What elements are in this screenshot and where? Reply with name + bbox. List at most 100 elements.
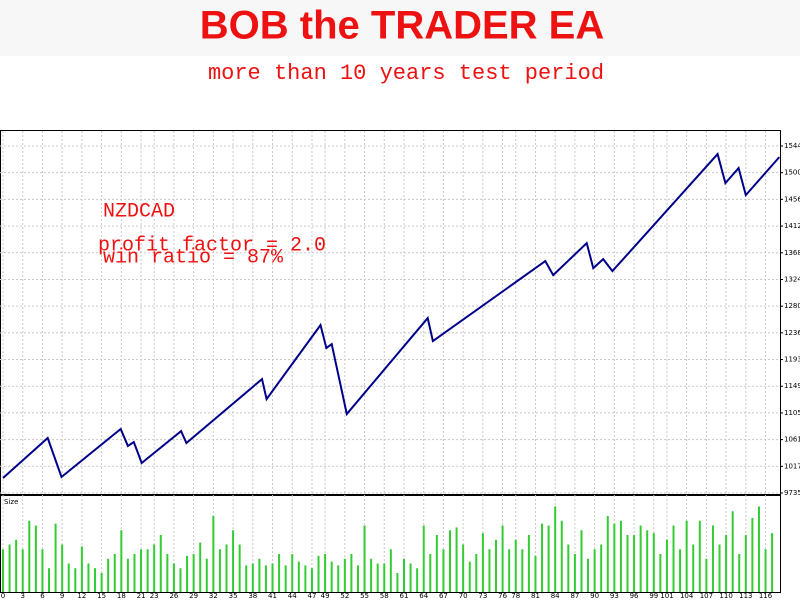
x-tick-label: 32 <box>209 592 218 600</box>
bar <box>527 535 530 592</box>
bar <box>462 544 465 592</box>
bar <box>54 523 57 592</box>
bar <box>310 568 313 592</box>
bar <box>153 544 156 592</box>
bar <box>455 527 458 592</box>
x-tick-label: 116 <box>759 592 773 600</box>
bar <box>21 549 24 592</box>
annotation: NZDCAD <box>103 200 175 223</box>
bar <box>501 525 504 592</box>
bar <box>94 568 97 592</box>
bar <box>751 517 754 592</box>
bar <box>534 555 537 592</box>
x-tick-label: 99 <box>649 592 658 600</box>
bar <box>383 563 386 592</box>
bar <box>166 554 169 592</box>
bar <box>725 535 728 592</box>
bar <box>659 554 662 592</box>
x-tick-label: 70 <box>459 592 468 600</box>
bar <box>409 563 412 592</box>
x-tick-label: 90 <box>590 592 599 600</box>
bar <box>698 520 701 592</box>
y-tick-label: 10613 <box>784 436 800 444</box>
bar <box>324 554 327 592</box>
x-tick-label: 0 <box>1 592 5 600</box>
bar <box>449 530 452 592</box>
y-tick-label: 13686 <box>784 249 800 257</box>
y-tick-label: 11052 <box>784 409 800 417</box>
x-tick-label: 38 <box>248 592 257 600</box>
x-tick-label: 73 <box>478 592 487 600</box>
chart-subtitle: more than 10 years test period <box>208 61 604 86</box>
bar <box>172 563 175 592</box>
bar <box>679 549 682 592</box>
bar <box>317 555 320 592</box>
bar <box>573 554 576 592</box>
bar <box>600 544 603 592</box>
bar <box>205 558 208 592</box>
bar <box>376 563 379 592</box>
x-tick-label: 41 <box>268 592 277 600</box>
bar <box>350 554 353 592</box>
bar <box>672 525 675 592</box>
bar <box>179 568 182 592</box>
bar <box>402 558 405 592</box>
bar <box>48 568 51 592</box>
x-tick-label: 113 <box>739 592 752 600</box>
x-tick-label: 76 <box>498 592 507 600</box>
x-tick-label: 18 <box>117 592 126 600</box>
bar <box>251 563 254 592</box>
x-tick-label: 104 <box>680 592 694 600</box>
bar <box>731 511 734 592</box>
bar <box>15 539 18 592</box>
bar <box>475 554 478 592</box>
bar <box>126 558 129 592</box>
bar <box>238 544 241 592</box>
bar <box>146 549 149 592</box>
bar <box>140 549 143 592</box>
bar <box>429 554 432 592</box>
bar <box>245 565 248 592</box>
x-tick-label: 67 <box>439 592 448 600</box>
bar <box>711 525 714 592</box>
x-tick-label: 78 <box>511 592 520 600</box>
x-tick-label: 49 <box>321 592 330 600</box>
bar <box>764 549 767 592</box>
bar <box>133 554 136 592</box>
bar <box>738 554 741 592</box>
bar <box>508 549 511 592</box>
bar <box>337 565 340 592</box>
y-tick-label: 10174 <box>784 462 800 470</box>
pane-label: Size <box>4 498 18 506</box>
bar <box>593 549 596 592</box>
bar <box>692 544 695 592</box>
x-tick-label: 26 <box>169 592 178 600</box>
bar <box>442 549 445 592</box>
bar <box>613 523 616 592</box>
x-tick-label: 81 <box>531 592 540 600</box>
bar <box>218 549 221 592</box>
bar <box>192 554 195 592</box>
bar <box>646 530 649 592</box>
bar <box>468 561 471 592</box>
annotation: profit factor = 2.0 <box>98 234 326 257</box>
y-tick-label: 11930 <box>784 356 800 364</box>
bar <box>107 558 110 592</box>
bar <box>626 535 629 592</box>
x-tick-label: 64 <box>419 592 428 600</box>
bar <box>8 544 11 592</box>
bar <box>396 573 399 592</box>
bar <box>370 558 373 592</box>
bar <box>416 568 419 592</box>
bar <box>757 506 760 592</box>
bar <box>435 535 438 592</box>
bar <box>232 530 235 592</box>
bar <box>356 565 359 592</box>
bar <box>665 539 668 592</box>
bar <box>488 549 491 592</box>
bar <box>541 523 544 592</box>
x-tick-label: 3 <box>20 592 24 600</box>
bar <box>606 516 609 592</box>
